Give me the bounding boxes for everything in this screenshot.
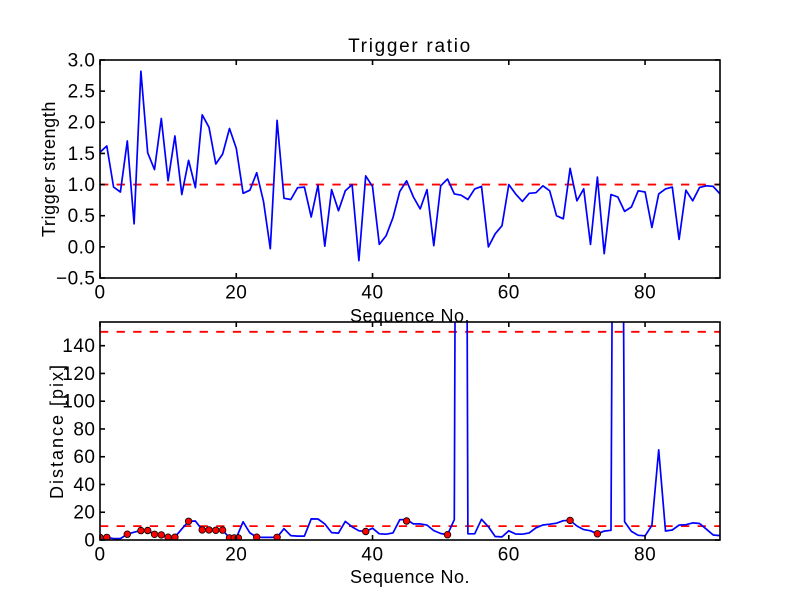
svg-text:140: 140	[62, 336, 95, 357]
svg-text:−0.5: −0.5	[56, 268, 96, 289]
svg-text:3.0: 3.0	[68, 50, 96, 71]
svg-text:2.5: 2.5	[68, 82, 96, 103]
svg-text:20: 20	[225, 545, 247, 566]
svg-text:40: 40	[361, 283, 383, 304]
svg-text:Sequence No.: Sequence No.	[350, 306, 470, 326]
svg-text:1.5: 1.5	[68, 144, 96, 165]
svg-text:40: 40	[361, 545, 383, 566]
svg-text:0.5: 0.5	[68, 206, 96, 227]
svg-text:0: 0	[94, 283, 105, 304]
svg-text:20: 20	[225, 283, 247, 304]
svg-text:100: 100	[62, 392, 95, 413]
svg-text:Trigger ratio: Trigger ratio	[348, 36, 472, 57]
svg-text:60: 60	[498, 283, 520, 304]
svg-text:0: 0	[94, 545, 105, 566]
svg-text:0.0: 0.0	[68, 237, 96, 258]
svg-text:40: 40	[73, 475, 95, 496]
svg-text:Sequence No.: Sequence No.	[350, 567, 470, 587]
svg-text:60: 60	[73, 447, 95, 468]
svg-text:2.0: 2.0	[68, 113, 96, 134]
svg-text:60: 60	[498, 545, 520, 566]
svg-text:Trigger strength: Trigger strength	[39, 101, 59, 237]
svg-text:1.0: 1.0	[68, 175, 96, 196]
svg-text:Distance [pix]: Distance [pix]	[47, 363, 67, 499]
svg-text:120: 120	[62, 364, 95, 385]
svg-text:20: 20	[73, 503, 95, 524]
svg-text:80: 80	[634, 283, 656, 304]
svg-text:0: 0	[84, 530, 95, 551]
svg-text:80: 80	[634, 545, 656, 566]
svg-text:80: 80	[73, 419, 95, 440]
